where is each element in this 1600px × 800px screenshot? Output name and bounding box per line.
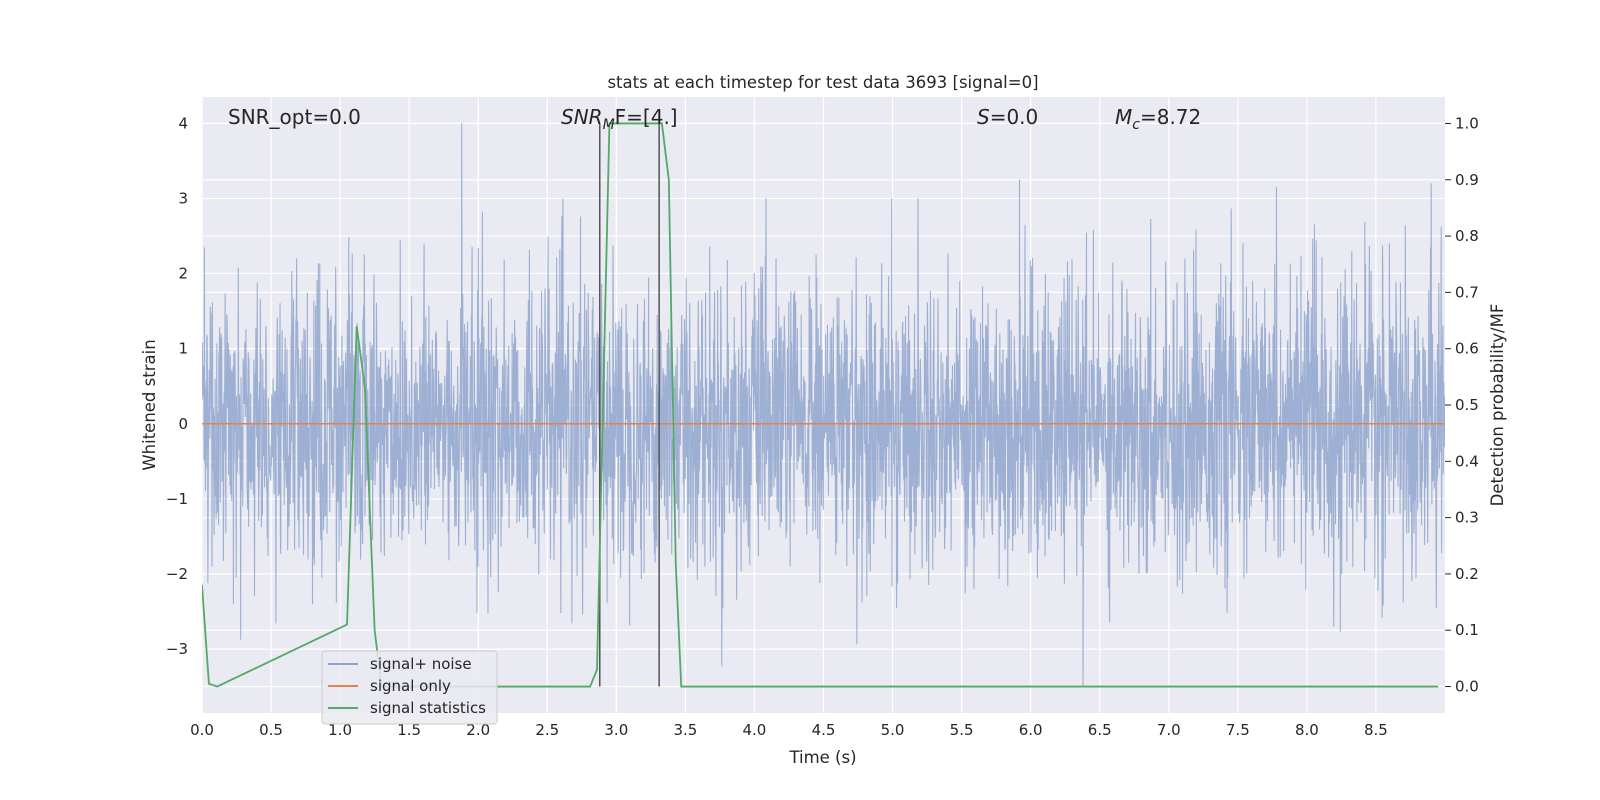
y2-tick-label: 0.8 — [1455, 227, 1479, 245]
x-axis-label: Time (s) — [788, 748, 856, 767]
y-tick-label: 0 — [178, 415, 188, 433]
x-tick-label: 3.0 — [604, 721, 628, 739]
y2-tick-label: 0.7 — [1455, 283, 1479, 301]
x-tick-label: 0.5 — [259, 721, 283, 739]
annotation-mc-rest: =8.72 — [1140, 105, 1201, 129]
annotation-mc-sub: c — [1132, 117, 1140, 133]
x-tick-label: 2.0 — [466, 721, 490, 739]
x-tick-label: 3.5 — [673, 721, 697, 739]
y-axis-ticks: −3 −2 −1 0 1 2 3 4 — [166, 114, 188, 658]
y-tick-label: −3 — [166, 640, 188, 658]
annotation-mc: Mc=8.72 — [1115, 105, 1201, 133]
x-tick-label: 5.0 — [881, 721, 905, 739]
x-tick-label: 6.5 — [1088, 721, 1112, 739]
signal-noise-line — [202, 123, 1445, 687]
annotation-mc-main: M — [1115, 105, 1132, 129]
y2-tick-label: 0.0 — [1455, 678, 1479, 696]
annotation-snr-mf-main: SNR — [561, 105, 603, 129]
y2-axis-ticks: 0.0 0.1 0.2 0.3 0.4 0.5 0.6 0.7 0.8 0.9 1.0 — [1445, 114, 1479, 696]
x-tick-label: 7.5 — [1226, 721, 1250, 739]
y-tick-label: 1 — [178, 340, 188, 358]
y-tick-label: 2 — [178, 265, 188, 283]
legend-label-signal-noise: signal+ noise — [370, 655, 472, 673]
y2-tick-label: 0.4 — [1455, 452, 1479, 470]
x-tick-label: 1.5 — [397, 721, 421, 739]
series-signal-noise — [202, 123, 1445, 687]
x-tick-label: 2.5 — [535, 721, 559, 739]
chart-title: stats at each timestep for test data 369… — [607, 73, 1038, 92]
annotation-snr-mf-sub: M — [603, 117, 615, 133]
y2-tick-label: 0.3 — [1455, 509, 1479, 527]
y2-tick-label: 0.5 — [1455, 396, 1479, 414]
y-tick-label: 4 — [178, 114, 188, 132]
y-tick-label: 3 — [178, 189, 188, 207]
x-tick-label: 6.0 — [1019, 721, 1043, 739]
y2-tick-label: 0.9 — [1455, 171, 1479, 189]
annotation-snr-opt: SNR_opt=0.0 — [228, 105, 361, 129]
x-axis-ticks: 0.0 0.5 1.0 1.5 2.0 2.5 3.0 3.5 4.0 4.5 5.0 5.5 6.0 6… — [190, 721, 1388, 739]
y2-tick-label: 1.0 — [1455, 114, 1479, 132]
x-tick-label: 8.0 — [1295, 721, 1319, 739]
x-tick-label: 4.5 — [812, 721, 836, 739]
y-tick-label: −1 — [166, 490, 188, 508]
annotation-snr-mf-rest: F=[4.] — [615, 105, 678, 129]
legend-label-signal-only: signal only — [370, 677, 451, 695]
annotation-s-italic: S — [977, 105, 990, 129]
y2-tick-label: 0.1 — [1455, 621, 1479, 639]
legend-box — [321, 650, 498, 725]
x-tick-label: 5.5 — [950, 721, 974, 739]
vertical-lines — [599, 123, 660, 687]
y2-axis-label: Detection probability/MF — [1488, 304, 1507, 507]
y-axis-label: Whitened strain — [140, 339, 159, 470]
x-tick-label: 8.5 — [1364, 721, 1388, 739]
x-tick-label: 1.0 — [328, 721, 352, 739]
y-tick-label: −2 — [166, 565, 188, 583]
annotation-snr-mf: SNRMF=[4.] — [561, 105, 678, 133]
legend: signal+ noise signal only signal statist… — [321, 650, 498, 725]
y2-tick-label: 0.6 — [1455, 340, 1479, 358]
y2-tick-label: 0.2 — [1455, 565, 1479, 583]
x-tick-label: 7.0 — [1157, 721, 1181, 739]
legend-label-signal-statistics: signal statistics — [370, 699, 486, 717]
x-tick-label: 0.0 — [190, 721, 214, 739]
x-tick-label: 4.0 — [743, 721, 767, 739]
annotation-s-rest: =0.0 — [990, 105, 1039, 129]
annotation-s: S=0.0 — [977, 105, 1038, 129]
